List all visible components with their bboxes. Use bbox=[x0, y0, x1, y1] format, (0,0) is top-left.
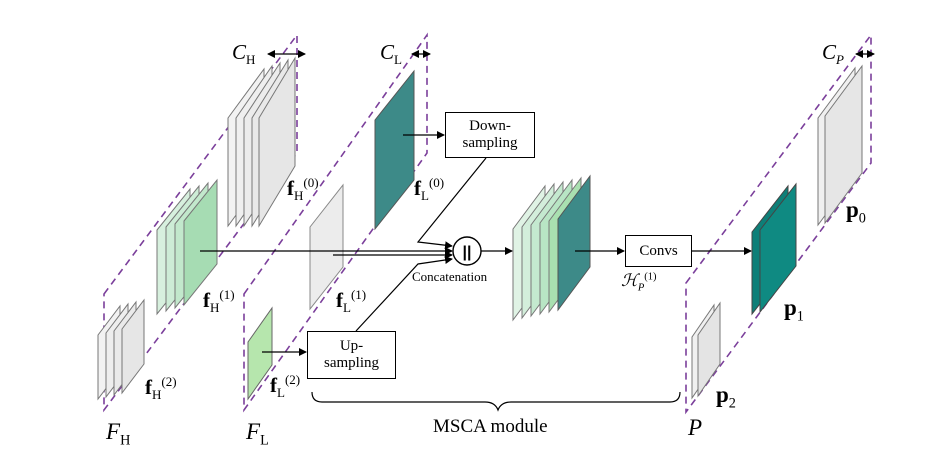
label-fH0: fH(0) bbox=[287, 175, 319, 204]
line-downsampling-to-concat bbox=[416, 157, 487, 250]
label-concatenation: Concatenation bbox=[412, 269, 488, 284]
upsampling-line1: Up- bbox=[339, 338, 364, 354]
downsampling-line2: sampling bbox=[462, 135, 518, 151]
label-H_P1: ℋP(1) bbox=[621, 271, 657, 294]
convs-label: Convs bbox=[639, 242, 678, 259]
line-upsampling-to-concat bbox=[355, 256, 453, 332]
label-F_L: FL bbox=[246, 419, 269, 449]
concat-node bbox=[452, 236, 482, 266]
label-msca-module: MSCA module bbox=[433, 416, 548, 437]
label-p2: p2 bbox=[716, 382, 736, 412]
feature-p0 bbox=[817, 64, 863, 227]
concat-symbol: || bbox=[463, 244, 472, 261]
label-C_H: CH bbox=[232, 40, 256, 68]
downsampling-box: Down- sampling bbox=[445, 112, 535, 158]
label-p1: p1 bbox=[784, 295, 804, 325]
label-P: P bbox=[688, 415, 703, 440]
feature-stack-fH1 bbox=[156, 178, 218, 316]
concat-feature-stack bbox=[512, 174, 591, 322]
msca-brace bbox=[311, 391, 681, 412]
label-fL1: fL(1) bbox=[336, 287, 367, 316]
label-fL0: fL(0) bbox=[414, 175, 445, 204]
feature-stack-fH0 bbox=[227, 56, 296, 228]
feature-fL0 bbox=[374, 69, 415, 231]
plane-P bbox=[685, 32, 872, 415]
label-fL2: fL(2) bbox=[270, 372, 301, 401]
upsampling-box: Up- sampling bbox=[307, 331, 396, 379]
feature-fL1 bbox=[309, 183, 344, 311]
label-C_P: CP bbox=[822, 40, 844, 68]
convs-box: Convs bbox=[625, 235, 692, 267]
label-p0: p0 bbox=[846, 197, 866, 227]
label-C_L: CL bbox=[380, 40, 402, 68]
label-F_H: FH bbox=[106, 419, 131, 449]
downsampling-line1: Down- bbox=[469, 118, 511, 134]
label-fH2: fH(2) bbox=[145, 374, 177, 403]
feature-p2 bbox=[691, 301, 721, 400]
feature-stack-fH2 bbox=[97, 298, 145, 401]
feature-p1 bbox=[751, 182, 797, 316]
feature-fL2 bbox=[247, 306, 273, 401]
label-fH1: fH(1) bbox=[203, 287, 235, 316]
plane-F_L bbox=[243, 32, 428, 413]
upsampling-line2: sampling bbox=[324, 355, 379, 371]
